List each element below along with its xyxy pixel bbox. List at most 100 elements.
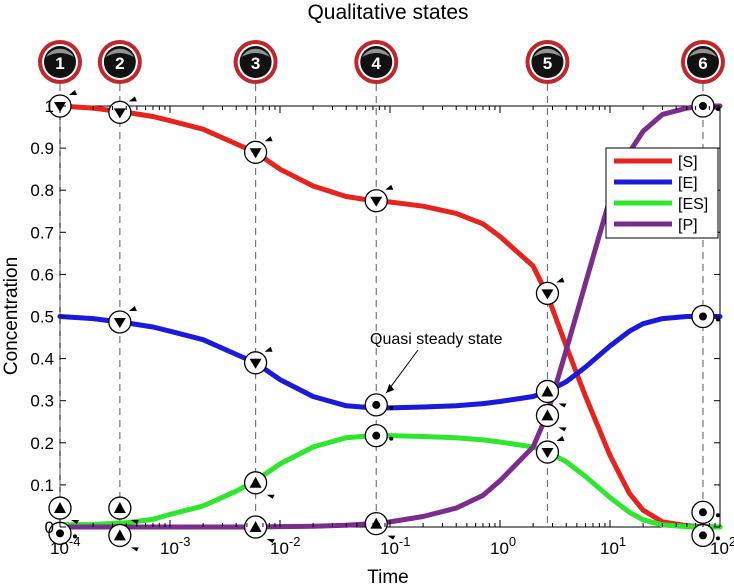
annotation-arrow-line [385, 349, 419, 394]
dot-icon [372, 400, 381, 409]
x-tick-label: 102 [710, 534, 734, 558]
arrow-tick-icon [385, 184, 394, 190]
state-marker-dot [691, 500, 720, 524]
state-badge-shine [241, 48, 270, 57]
state-marker-dot [364, 393, 394, 417]
state-badges: 1 2 3 4 5 6 [38, 40, 725, 84]
arrow-tick-icon [71, 520, 79, 525]
state-badge-3: 3 [233, 40, 278, 84]
state-badge-label: 5 [543, 54, 552, 73]
x-tick-label: 10-2 [270, 534, 300, 558]
arrow-tick-icon [556, 436, 565, 442]
annotation: Quasi steady state [370, 331, 503, 394]
arrow-tick-icon [387, 535, 396, 540]
state-badge-1: 1 [38, 40, 82, 84]
dot-icon [698, 531, 707, 540]
dot-icon [372, 431, 381, 440]
state-marker-up [243, 471, 275, 499]
dot-tick-icon [73, 534, 77, 539]
dot-tick-icon [389, 436, 394, 441]
state-badge-2: 2 [97, 40, 142, 84]
state-badge-5: 5 [525, 40, 570, 84]
arrow-tick-icon [128, 305, 137, 311]
triangle-up-icon [113, 529, 126, 541]
state-marker-dot [691, 523, 720, 548]
state-badge-shine [362, 48, 391, 57]
legend-label: [S] [678, 154, 698, 171]
triangle-down-icon [113, 317, 126, 328]
arrow-tick-icon [558, 403, 567, 408]
triangle-down-icon [541, 289, 554, 300]
dot-icon [698, 312, 707, 321]
series-line-s [57, 103, 723, 530]
series-lines [57, 103, 723, 530]
y-tick-label: 0 [45, 518, 54, 537]
state-marker-down [535, 277, 565, 305]
state-badge-label: 3 [251, 54, 260, 73]
state-badge-shine [105, 48, 134, 57]
arrow-tick-icon [266, 539, 275, 543]
x-tick-label: 10-3 [160, 534, 190, 558]
arrow-tick-icon [69, 90, 77, 95]
dot-tick-icon [715, 107, 720, 111]
arrow-tick-icon [266, 494, 275, 499]
dot-tick-icon [715, 317, 720, 322]
triangle-up-icon [541, 409, 554, 421]
state-marker-down [108, 96, 137, 124]
y-tick-label: 0.8 [30, 181, 54, 200]
triangle-down-icon [370, 196, 383, 207]
triangle-down-icon [249, 358, 262, 369]
dot-tick-icon [389, 405, 394, 410]
axes: 0 0.1 0.2 0.3 0.4 0.5 0.6 0.7 0.8 0.9 1 10-4 10-3 10-… [30, 97, 734, 558]
arrow-tick-icon [128, 96, 137, 102]
legend-label: [E] [678, 175, 698, 192]
arrow-tick-icon [558, 427, 567, 432]
state-marker-down [364, 184, 394, 213]
y-tick-label: 0.9 [30, 139, 54, 158]
state-marker-down [108, 305, 137, 334]
state-badge-6: 6 [680, 40, 725, 84]
state-badge-label: 6 [698, 54, 707, 73]
state-marker-up [535, 403, 567, 432]
state-marker-down [243, 136, 273, 164]
y-tick-label: 0.4 [30, 350, 54, 369]
annotation-arrowhead [386, 383, 395, 393]
x-tick-label: 101 [600, 534, 626, 558]
series-line-e [57, 314, 723, 411]
y-tick-label: 0.2 [30, 434, 54, 453]
x-tick-label: 10-4 [50, 534, 80, 558]
chart-title: Qualitative states [307, 1, 468, 24]
triangle-down-icon [249, 148, 262, 159]
state-badge-shine [46, 48, 74, 57]
y-tick-label: 0.6 [30, 265, 54, 284]
y-tick-label: 1 [45, 97, 54, 116]
triangle-up-icon [541, 385, 554, 397]
y-tick-label: 0.3 [30, 392, 54, 411]
state-marker-dot [364, 423, 394, 448]
state-marker-up [535, 379, 567, 408]
state-badge-shine [688, 48, 717, 57]
state-badge-shine [533, 48, 562, 57]
series-line-es [57, 433, 723, 530]
triangle-down-icon [541, 448, 554, 459]
series-line-p [57, 103, 723, 530]
y-tick-label: 0.7 [30, 223, 54, 242]
dot-icon [698, 508, 707, 517]
dot-tick-icon [715, 536, 720, 541]
y-tick-label: 0.1 [30, 476, 54, 495]
x-axis-label: Time [367, 567, 409, 586]
state-marker-up [48, 496, 79, 525]
arrow-tick-icon [264, 136, 273, 142]
dot-tick-icon [715, 513, 720, 518]
state-badge-label: 4 [372, 54, 382, 73]
y-tick-label: 0.5 [30, 308, 54, 327]
arrow-tick-icon [130, 547, 139, 552]
arrow-tick-icon [556, 277, 565, 283]
state-marker-dot [691, 304, 720, 329]
triangle-up-icon [113, 502, 126, 514]
dot-icon [56, 529, 64, 538]
legend-label: [P] [678, 217, 698, 234]
annotation-text: Quasi steady state [370, 331, 503, 348]
state-marker-down [243, 346, 273, 375]
